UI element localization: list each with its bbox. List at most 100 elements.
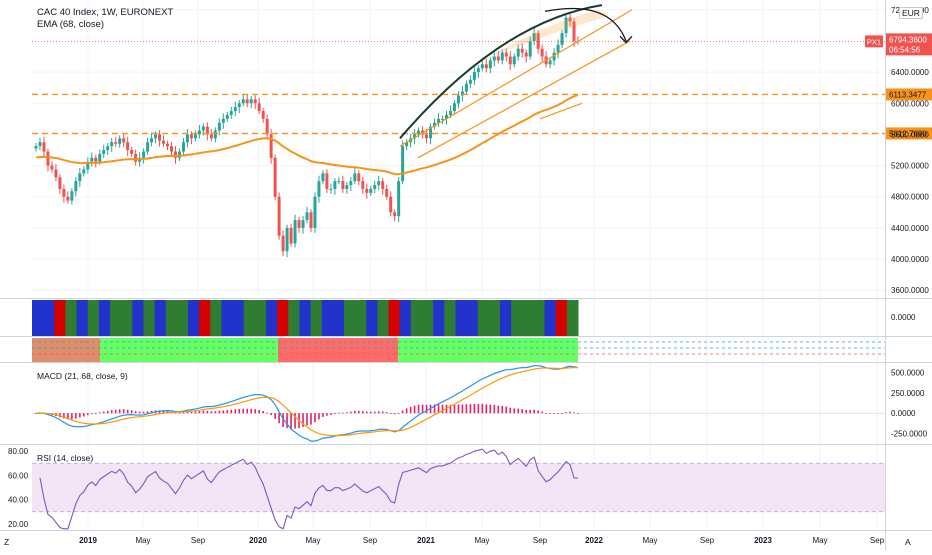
candle-body: [110, 142, 114, 147]
regime-bar: [54, 300, 66, 336]
candle-body: [225, 114, 229, 119]
macd-hist-bar: [513, 408, 516, 414]
candle-body: [460, 91, 464, 96]
macd-hist-bar: [389, 413, 392, 415]
projection-arrow: [544, 7, 627, 42]
macd-hist-bar: [465, 404, 468, 414]
currency-tag[interactable]: EUR: [899, 7, 923, 19]
regime-bar: [344, 300, 356, 336]
regime-bar: [511, 300, 523, 336]
macd-hist-bar: [202, 410, 205, 414]
macd-hist-bar: [246, 408, 249, 414]
rsi-pane[interactable]: [32, 448, 885, 530]
regime-bar: [199, 300, 211, 336]
macd-hist-bar: [266, 412, 268, 414]
regime-bar: [455, 300, 468, 336]
macd-hist-bar: [102, 411, 105, 414]
regime-bar: [221, 300, 234, 336]
macd-hist-bar: [577, 413, 579, 414]
price-y-tick-label: 4000.0000: [891, 255, 929, 264]
macd-label: MACD (21, 68, close, 9): [37, 371, 128, 381]
macd-pane[interactable]: [32, 364, 885, 442]
macd-hist-bar: [421, 404, 424, 414]
macd-hist-bar: [71, 413, 73, 420]
macd-hist-bar: [79, 413, 81, 418]
candle-body: [170, 146, 173, 152]
price-y-tick-label: 6400.0000: [891, 68, 929, 77]
candle-body: [437, 118, 441, 123]
candle-body: [201, 126, 205, 131]
corner-right-label[interactable]: A: [905, 537, 911, 547]
regime-bar: [210, 300, 222, 336]
candle-body: [552, 52, 556, 61]
macd-hist-bar: [75, 413, 77, 419]
last-price-text: 6794.3600: [889, 35, 927, 44]
candle-body: [237, 103, 241, 108]
regime-bar: [522, 300, 534, 336]
macd-hist-bar: [310, 413, 312, 425]
regime-bar: [533, 300, 546, 336]
candle-body: [345, 185, 349, 189]
candle-body: [309, 212, 313, 228]
candle-body: [74, 181, 78, 192]
macd-hist-bar: [361, 411, 364, 414]
macd-hist-bar: [425, 404, 428, 414]
channel-extension-line: [539, 102, 583, 120]
candle-body: [66, 196, 70, 201]
macd-hist-bar: [409, 406, 412, 414]
macd-hist-bar: [250, 408, 253, 414]
corner-left-label[interactable]: Z: [4, 537, 10, 547]
candle-body: [293, 220, 297, 244]
x-tick-label: 2023: [754, 536, 772, 545]
candle-body: [492, 56, 496, 61]
countdown-text: 06:54:56: [889, 45, 921, 54]
rsi-label: RSI (14, close): [37, 453, 94, 463]
candle-body: [34, 146, 38, 149]
regime-bar: [277, 300, 289, 336]
last-tag-badge: [865, 35, 883, 48]
candle-body: [233, 107, 237, 112]
macd-hist-bar: [270, 413, 272, 416]
candle-body: [456, 95, 460, 104]
x-tick-label: Sep: [700, 536, 715, 545]
candle-body: [229, 111, 233, 115]
candle-body: [516, 48, 520, 57]
macd-hist-bar: [541, 411, 543, 414]
macd-hist-bar: [397, 413, 400, 414]
macd-hist-bar: [533, 409, 535, 414]
macd-hist-bar: [318, 413, 320, 420]
regime-bar: [444, 300, 456, 336]
macd-hist-bar: [529, 409, 531, 414]
candle-body: [38, 142, 42, 147]
ema-label: EMA (68, close): [37, 19, 105, 30]
ema-line: [35, 93, 579, 176]
macd-hist-bar: [401, 410, 404, 414]
macd-hist-bar: [365, 411, 368, 414]
candle-body: [433, 122, 437, 127]
price-y-tick-label: 6000.0000: [891, 99, 929, 108]
macd-hist-bar: [461, 404, 464, 414]
x-tick-label: Sep: [363, 536, 378, 545]
x-tick-label: 2021: [417, 536, 435, 545]
macd-hist-bar: [373, 411, 376, 414]
candle-body: [389, 196, 393, 213]
candle-body: [114, 142, 118, 144]
candle-body: [480, 64, 484, 69]
candle-body: [488, 60, 492, 69]
macd-hist-bar: [505, 406, 508, 414]
regime-bar: [410, 300, 423, 336]
x-tick-label: May: [135, 536, 150, 545]
candle-body: [217, 122, 221, 131]
candle-body: [70, 191, 74, 201]
candle-body: [472, 72, 476, 80]
candle-body: [441, 118, 444, 120]
macd-hist-bar: [98, 412, 101, 414]
candle-body: [405, 142, 409, 147]
candle-body: [556, 44, 560, 53]
regime-bar: [254, 300, 267, 336]
candle-body: [130, 150, 134, 154]
macd-hist-bar: [489, 404, 492, 414]
